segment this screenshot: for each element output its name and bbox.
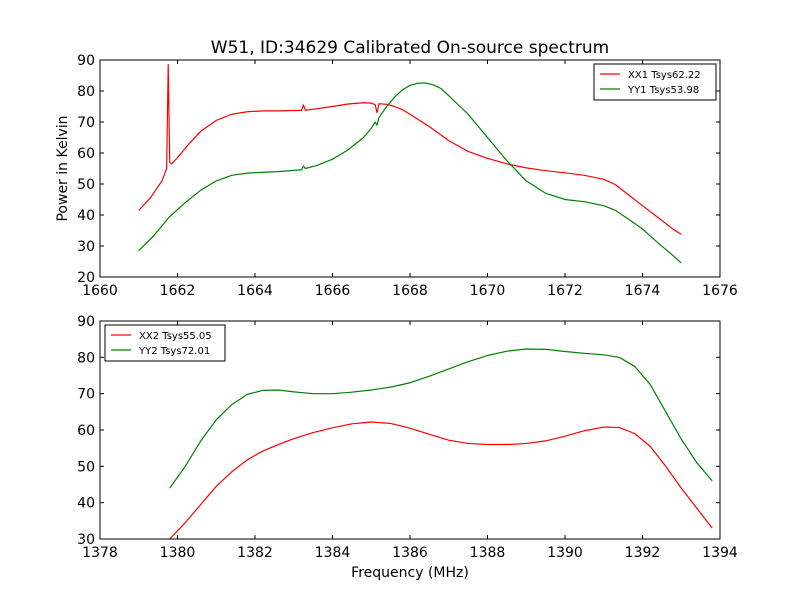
- x-tick-label: 1670: [470, 283, 506, 299]
- y-tick-label: 30: [77, 532, 95, 548]
- y-tick-label: 60: [77, 423, 95, 439]
- x-tick-label: 1662: [160, 283, 196, 299]
- x-tick-label: 1392: [625, 545, 661, 561]
- series-line-1-1: [138, 64, 682, 235]
- y-tick-label: 20: [77, 270, 95, 286]
- x-tick-label: 1380: [160, 545, 196, 561]
- legend-label: XX2 Tsys55.05: [139, 331, 212, 342]
- y-tick-label: 70: [77, 115, 95, 131]
- x-tick-label: 1672: [547, 283, 583, 299]
- series-line-1-2: [138, 82, 682, 264]
- y-tick-label: 40: [77, 496, 95, 512]
- legend: XX1 Tsys62.22 YY1 Tsys53.98: [593, 63, 717, 101]
- x-tick-label: 1676: [702, 283, 738, 299]
- y-tick-label: 90: [77, 53, 95, 69]
- y-axis-label: Power in Kelvin: [55, 115, 71, 221]
- y-tick-label: 50: [77, 177, 95, 193]
- subplot-2: 1378 1380 1382 1384 1386 1388 1390 1392 1394 30 40…: [77, 314, 738, 581]
- x-tick-label: 1386: [392, 545, 428, 561]
- y-tick-label: 70: [77, 387, 95, 403]
- x-tick-label: 1666: [315, 283, 351, 299]
- y-tick-label: 30: [77, 239, 95, 255]
- legend-label: YY1 Tsys53.98: [627, 85, 699, 96]
- x-tick-label: 1384: [315, 545, 351, 561]
- y-tick-label: 90: [77, 314, 95, 330]
- y-tick-label: 40: [77, 208, 95, 224]
- x-tick-label: 1668: [392, 283, 428, 299]
- figure-title: W51, ID:34629 Calibrated On-source spect…: [211, 38, 609, 58]
- x-tick-label: 1388: [470, 545, 506, 561]
- legend-label: XX1 Tsys62.22: [628, 70, 701, 81]
- x-tick-label: 1378: [82, 545, 118, 561]
- x-tick-label: 1382: [237, 545, 273, 561]
- plots: 1660 1662 1664 1666 1668 1670 1672 1674 1676 20 30…: [55, 53, 738, 581]
- y-tick-label: 60: [77, 146, 95, 162]
- x-tick-label: 1394: [702, 545, 738, 561]
- x-tick-label: 1674: [625, 283, 661, 299]
- y-tick-label: 80: [77, 84, 95, 100]
- legend-box: [593, 63, 717, 101]
- subplot-1: 1660 1662 1664 1666 1668 1670 1672 1674 1676 20 30…: [55, 53, 738, 299]
- x-axis-label: Frequency (MHz): [351, 565, 469, 581]
- series-line-2-2: [169, 348, 713, 489]
- legend-label: YY2 Tsys72.01: [138, 346, 210, 357]
- series-line-2-1: [169, 421, 713, 539]
- legend-box: [104, 324, 226, 362]
- x-tick-label: 1660: [82, 283, 118, 299]
- x-tick-label: 1664: [237, 283, 273, 299]
- y-tick-label: 50: [77, 459, 95, 475]
- legend: XX2 Tsys55.05 YY2 Tsys72.01: [104, 324, 226, 362]
- y-tick-label: 80: [77, 350, 95, 366]
- x-tick-label: 1390: [547, 545, 583, 561]
